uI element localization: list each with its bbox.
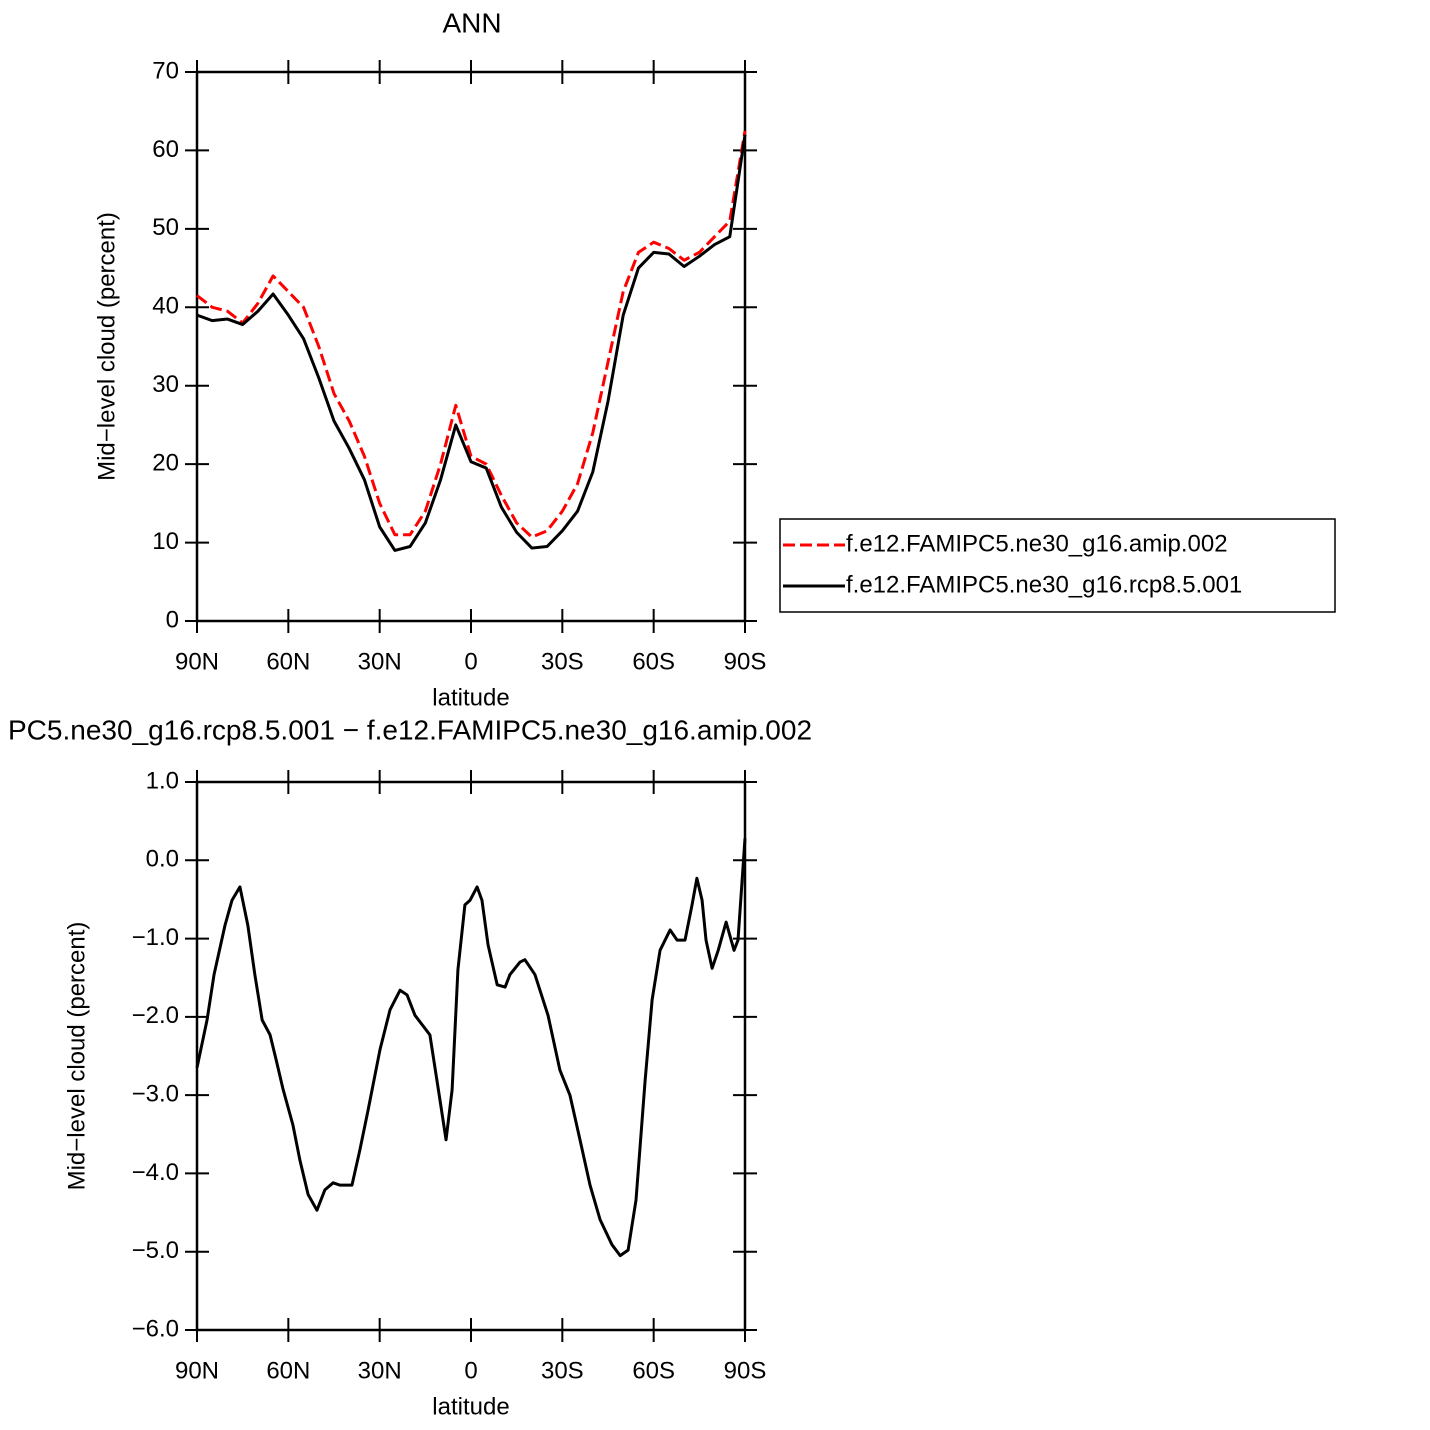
y-tick-label: −2.0: [132, 1002, 179, 1029]
y-tick-label: 0: [166, 606, 179, 633]
y-tick-label: 50: [152, 214, 179, 241]
x-tick-label: 30N: [358, 1357, 402, 1384]
y-tick-label: −1.0: [132, 924, 179, 951]
x-tick-label: 0: [464, 648, 477, 675]
y-tick-label: −4.0: [132, 1159, 179, 1186]
data-line: [195, 838, 747, 1258]
data-line: [196, 134, 747, 552]
legend-label: f.e12.FAMIPC5.ne30_g16.amip.002: [846, 530, 1228, 557]
chart-title: PC5.ne30_g16.rcp8.5.001 − f.e12.FAMIPC5.…: [8, 714, 812, 745]
x-tick-label: 30N: [358, 648, 402, 675]
x-tick-label: 90S: [724, 648, 767, 675]
x-tick-label: 60N: [266, 648, 310, 675]
x-tick-label: 60S: [632, 1357, 675, 1384]
y-tick-label: 30: [152, 371, 179, 398]
y-tick-label: −5.0: [132, 1237, 179, 1264]
y-tick-label: 1.0: [146, 767, 179, 794]
y-axis-label: Mid−level cloud (percent): [93, 212, 120, 481]
x-tick-label: 60N: [266, 1357, 310, 1384]
legend-box: [779, 518, 1336, 613]
plot-frame: [195, 70, 747, 623]
y-tick-label: 0.0: [146, 846, 179, 873]
y-tick-label: −3.0: [132, 1080, 179, 1107]
y-tick-label: 40: [152, 293, 179, 320]
data-line: [196, 130, 747, 539]
y-tick-label: 10: [152, 528, 179, 555]
x-tick-label: 30S: [541, 648, 584, 675]
x-axis-label: latitude: [432, 1393, 509, 1420]
x-tick-label: 90N: [175, 1357, 219, 1384]
x-tick-label: 30S: [541, 1357, 584, 1384]
y-tick-label: 70: [152, 57, 179, 84]
y-tick-label: 60: [152, 136, 179, 163]
legend-label: f.e12.FAMIPC5.ne30_g16.rcp8.5.001: [846, 571, 1242, 598]
x-tick-label: 0: [464, 1357, 477, 1384]
x-tick-label: 90N: [175, 648, 219, 675]
y-tick-label: −6.0: [132, 1315, 179, 1342]
x-axis-label: latitude: [432, 684, 509, 711]
y-tick-label: 20: [152, 449, 179, 476]
chart-title: ANN: [442, 7, 501, 38]
x-tick-label: 60S: [632, 648, 675, 675]
x-tick-label: 90S: [724, 1357, 767, 1384]
plot-frame: [195, 780, 747, 1332]
y-axis-label: Mid−level cloud (percent): [63, 922, 90, 1191]
